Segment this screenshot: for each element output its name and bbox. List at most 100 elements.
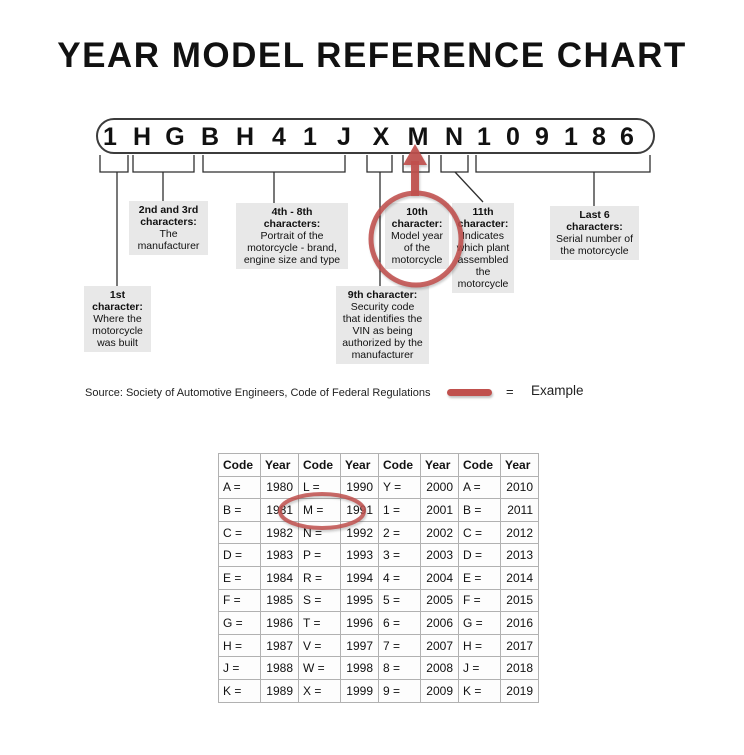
- callout-desc: Indicates which plant assembled the moto…: [456, 230, 510, 290]
- code-cell: 6 =: [378, 611, 421, 635]
- year-cell: 1991: [340, 498, 379, 522]
- table-row: J = 1988 W = 1998 8 = 2008 J = 2018: [218, 656, 539, 680]
- code-cell: N =: [298, 520, 341, 545]
- year-cell: 2003: [420, 543, 459, 567]
- source-text: Source: Society of Automotive Engineers,…: [85, 387, 431, 399]
- code-cell: W =: [298, 656, 341, 680]
- year-cell: 1999: [340, 678, 379, 703]
- vin-character: 1: [564, 123, 578, 151]
- vin-character: 0: [506, 123, 520, 151]
- year-cell: 1989: [260, 678, 299, 703]
- year-cell: 1986: [260, 611, 299, 635]
- year-cell: 2015: [500, 588, 539, 613]
- vin-character: 8: [592, 123, 606, 151]
- table-row: E = 1984 R = 1994 4 = 2004 E = 2014: [218, 565, 539, 590]
- vin-character: 4: [272, 123, 286, 151]
- callout-title: 10th character:: [391, 206, 443, 230]
- year-cell: 2008: [420, 656, 459, 680]
- year-cell: 1996: [340, 611, 379, 635]
- year-cell: 2007: [420, 633, 459, 658]
- year-cell: 1992: [340, 520, 379, 545]
- vin-character: H: [235, 123, 255, 151]
- year-cell: 1983: [260, 543, 299, 567]
- code-cell: D =: [458, 543, 501, 567]
- table-row: B = 1981 M = 1991 1 = 2001 B = 2011: [218, 498, 539, 522]
- code-cell: E =: [218, 565, 261, 590]
- year-cell: 2001: [420, 498, 459, 522]
- code-cell: F =: [218, 588, 261, 613]
- callout-title: 1st character:: [92, 289, 143, 313]
- page-title: YEAR MODEL REFERENCE CHART: [57, 36, 687, 75]
- code-cell: E =: [458, 565, 501, 590]
- table-header-cell: Year: [340, 453, 379, 477]
- year-cell: 2013: [500, 543, 539, 567]
- callout-title: Last 6 characters:: [566, 209, 623, 233]
- year-cell: 2016: [500, 611, 539, 635]
- table-header-cell: Year: [500, 453, 539, 477]
- code-cell: Y =: [378, 475, 421, 500]
- year-cell: 1995: [340, 588, 379, 613]
- code-cell: D =: [218, 543, 261, 567]
- code-cell: F =: [458, 588, 501, 613]
- year-cell: 1984: [260, 565, 299, 590]
- table-header-cell: Year: [260, 453, 299, 477]
- year-cell: 1990: [340, 475, 379, 500]
- table-row: A = 1980 L = 1990 Y = 2000 A = 2010: [218, 475, 539, 500]
- year-cell: 2006: [420, 611, 459, 635]
- table-row: D = 1983 P = 1993 3 = 2003 D = 2013: [218, 543, 539, 567]
- year-cell: 2017: [500, 633, 539, 658]
- table-row: K = 1989 X = 1999 9 = 2009 K = 2019: [218, 678, 539, 703]
- table-header-cell: Code: [378, 453, 421, 477]
- code-cell: A =: [218, 475, 261, 500]
- code-cell: 3 =: [378, 543, 421, 567]
- vin-character: 1: [477, 123, 491, 151]
- year-cell: 2010: [500, 475, 539, 500]
- year-cell: 1994: [340, 565, 379, 590]
- callout-desc: Portrait of the motorcycle - brand, engi…: [243, 230, 341, 266]
- vin-character: B: [200, 123, 220, 151]
- table-header-cell: Code: [458, 453, 501, 477]
- code-cell: 5 =: [378, 588, 421, 613]
- callout-desc: Where the motorcycle was built: [92, 313, 143, 349]
- code-cell: H =: [458, 633, 501, 658]
- callout-10th-character: 10th character: Model year of the motorc…: [385, 203, 449, 269]
- table-header-cell: Code: [298, 453, 341, 477]
- code-cell: 7 =: [378, 633, 421, 658]
- vin-character: X: [372, 123, 390, 151]
- year-cell: 1981: [260, 498, 299, 522]
- vin-character: H: [132, 123, 152, 151]
- code-cell: H =: [218, 633, 261, 658]
- year-cell: 2004: [420, 565, 459, 590]
- code-cell: C =: [458, 520, 501, 545]
- legend-example-label: Example: [531, 383, 584, 398]
- code-cell: X =: [298, 678, 341, 703]
- year-cell: 1998: [340, 656, 379, 680]
- callout-11th-character: 11th character: Indicates which plant as…: [452, 203, 514, 293]
- callout-4th-8th-characters: 4th - 8th characters: Portrait of the mo…: [236, 203, 348, 269]
- callout-2nd-3rd-characters: 2nd and 3rd characters: The manufacturer: [129, 201, 208, 255]
- code-cell: L =: [298, 475, 341, 500]
- code-cell: C =: [218, 520, 261, 545]
- code-cell: J =: [218, 656, 261, 680]
- year-cell: 2002: [420, 520, 459, 545]
- year-cell: 2019: [500, 678, 539, 703]
- vin-character: 9: [535, 123, 549, 151]
- year-cell: 2014: [500, 565, 539, 590]
- code-cell: P =: [298, 543, 341, 567]
- year-cell: 1980: [260, 475, 299, 500]
- callout-title: 9th character:: [347, 289, 418, 301]
- year-cell: 2011: [500, 498, 539, 522]
- callout-desc: Serial number of the motorcycle: [555, 233, 634, 257]
- code-cell: 9 =: [378, 678, 421, 703]
- code-cell: V =: [298, 633, 341, 658]
- code-cell: S =: [298, 588, 341, 613]
- code-cell: B =: [458, 498, 501, 522]
- code-cell: T =: [298, 611, 341, 635]
- year-cell: 2012: [500, 520, 539, 545]
- callout-last-6-characters: Last 6 characters: Serial number of the …: [550, 206, 639, 260]
- vin-character: M: [407, 123, 429, 151]
- code-cell: J =: [458, 656, 501, 680]
- code-cell: 1 =: [378, 498, 421, 522]
- vin-character: 6: [620, 123, 634, 151]
- table-row: H = 1987 V = 1997 7 = 2007 H = 2017: [218, 633, 539, 658]
